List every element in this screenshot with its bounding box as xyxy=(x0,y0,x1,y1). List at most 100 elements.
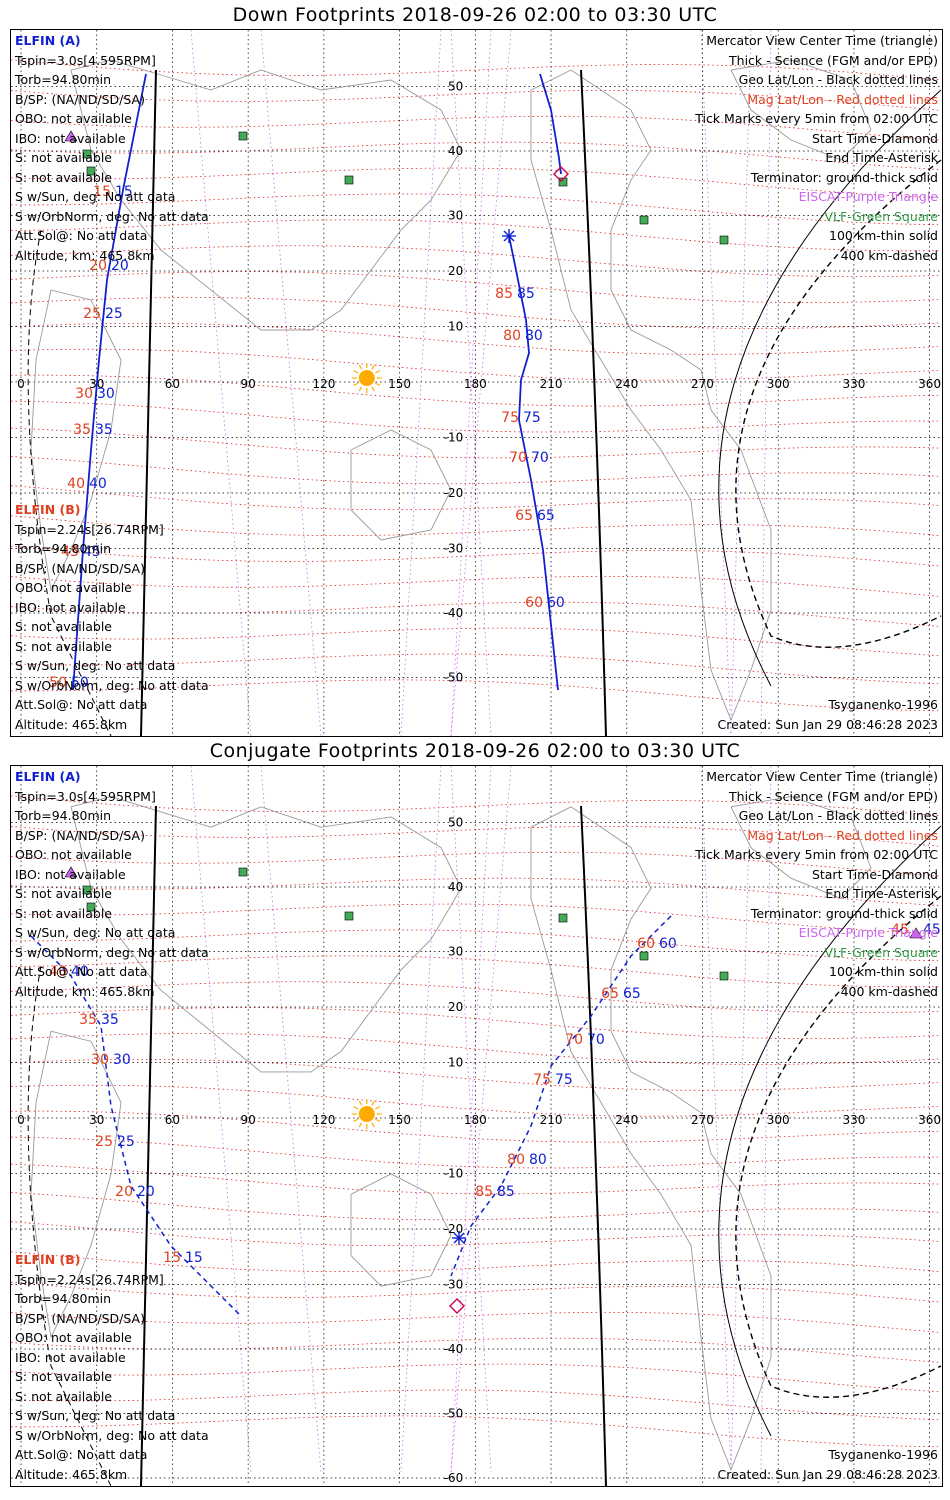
lat-tick-label: 30 xyxy=(448,209,463,223)
tick-label-red: 65 xyxy=(601,986,619,1002)
vlf-station-marker xyxy=(558,177,568,187)
legend-item: Mag Lat/Lon - Red dotted lines xyxy=(747,91,938,107)
tick-label-blue: 15 xyxy=(185,1250,203,1266)
lon-tick-label: 300 xyxy=(767,1113,790,1127)
info-line: IBO: not available xyxy=(15,130,126,146)
tick-label-blue: 80 xyxy=(529,1152,547,1168)
mag-lon-line xyxy=(450,30,512,736)
info-line: OBO: not available xyxy=(15,111,132,126)
continent-outline xyxy=(70,59,462,331)
legend-item: 100 km-thin solid xyxy=(829,228,938,243)
info-line: OBO: not available xyxy=(15,580,132,595)
lon-tick-label: 120 xyxy=(312,1113,335,1127)
tick-label-blue: 40 xyxy=(89,476,107,492)
info-line: Torb=94.80min xyxy=(15,541,112,556)
info-line: OBO: not available xyxy=(15,1330,132,1345)
vlf-station-marker xyxy=(82,149,92,159)
info-line: IBO: not available xyxy=(15,1349,126,1365)
legend-item: VLF-Green Square xyxy=(824,208,938,224)
tick-label-blue: 35 xyxy=(95,422,113,438)
tick-label-red: 70 xyxy=(565,1032,583,1048)
lon-tick-label: 0 xyxy=(17,377,25,391)
tick-label-blue: 60 xyxy=(659,936,677,952)
legend-item: End Time-Asterisk xyxy=(825,150,938,165)
info-line: B/SP: (NA/ND/SD/SA) xyxy=(15,91,145,107)
legend-item: Start Time-Diamond xyxy=(811,866,938,882)
info-line: S: not available xyxy=(15,638,112,654)
lon-tick-label: 270 xyxy=(691,377,714,391)
info-line: S: not available xyxy=(15,169,112,185)
lon-tick-label: 300 xyxy=(767,377,790,391)
lon-tick-label: 150 xyxy=(388,1113,411,1127)
vlf-station-marker xyxy=(238,867,248,877)
sun-ray xyxy=(358,386,363,392)
legend-item: Geo Lat/Lon - Black dotted lines xyxy=(738,808,938,823)
info-line: S w/Sun, deg: No att data xyxy=(15,1408,176,1423)
lat-tick-label: -10 xyxy=(444,1167,464,1181)
tick-label-blue: 85 xyxy=(497,1184,515,1200)
info-line: B/SP: (NA/ND/SD/SA) xyxy=(15,1310,145,1326)
tick-label-red: 80 xyxy=(503,328,521,344)
sun-ray xyxy=(375,1118,381,1123)
info-line: Tspin=2.24s[26.74RPM] xyxy=(15,1271,164,1287)
tick-label-blue: 15 xyxy=(115,184,133,200)
lon-tick-label: 240 xyxy=(615,1113,638,1127)
sun-ray xyxy=(353,1118,359,1123)
lat-tick-label: 20 xyxy=(448,264,463,278)
info-line: S w/Sun, deg: No att data xyxy=(15,925,176,940)
tick-label-blue: 30 xyxy=(113,1052,131,1068)
lon-tick-label: 90 xyxy=(241,377,256,391)
model-name: Tsyganenko-1996 xyxy=(828,1447,938,1462)
tick-label-red: 25 xyxy=(95,1134,113,1150)
lon-tick-label: 180 xyxy=(464,377,487,391)
satellite-track xyxy=(539,73,562,175)
sun-ray xyxy=(371,1122,375,1128)
lon-tick-label: 90 xyxy=(241,1113,256,1127)
sun-ray xyxy=(358,364,363,370)
tick-label-blue: 40 xyxy=(71,964,89,980)
tick-label-red: 80 xyxy=(507,1152,525,1168)
sat-b-footer: Att.Sol@: No att data Altitude: 465.8km xyxy=(15,695,147,734)
tick-label-red: 45 xyxy=(61,544,79,560)
mag-lon-line xyxy=(730,766,752,1473)
lat-tick-label: -40 xyxy=(444,606,464,620)
lat-tick-label: 50 xyxy=(448,816,463,830)
tick-label-red: 15 xyxy=(163,1250,181,1266)
model-info: Tsyganenko-1996 Created: Sun Jan 29 08:4… xyxy=(718,695,938,734)
sun-icon xyxy=(358,370,375,386)
eiscat-marker xyxy=(64,866,78,878)
info-line: Att.Sol@: No att data xyxy=(15,228,148,243)
legend-item: Geo Lat/Lon - Black dotted lines xyxy=(738,72,938,87)
vlf-station-marker xyxy=(238,131,248,141)
legend: Mercator View Center Time (triangle) Thic… xyxy=(695,31,938,265)
lat-tick-label: 40 xyxy=(448,880,463,894)
sun-ray xyxy=(353,369,359,374)
start-diamond xyxy=(449,1298,465,1314)
info-line: Torb=94.80min xyxy=(15,1291,112,1306)
tick-label-red: 35 xyxy=(73,422,91,438)
mag-lat-line xyxy=(11,1136,942,1169)
tick-label-blue: 25 xyxy=(105,306,123,322)
created-timestamp: Created: Sun Jan 29 08:46:28 2023 xyxy=(717,1466,938,1482)
sun-ray xyxy=(353,382,359,387)
lat-tick-label: -20 xyxy=(444,486,464,500)
sun-ray xyxy=(375,1105,381,1110)
terminator-400km xyxy=(735,895,942,1398)
info-line: OBO: not available xyxy=(15,847,132,862)
sun-ray xyxy=(371,1100,375,1106)
mag-lon-line xyxy=(400,30,442,736)
legend-item: Terminator: ground-thick solid xyxy=(750,169,938,185)
mag-lat-line xyxy=(11,1221,942,1247)
lon-tick-label: 60 xyxy=(165,377,180,391)
lon-tick-label: 150 xyxy=(388,377,411,391)
tick-label-red: 40 xyxy=(49,964,67,980)
info-line: Att.Sol@: No att data xyxy=(15,964,148,979)
att-sol-line: Att.Sol@: No att data xyxy=(15,697,148,712)
sat-a-lines: Tspin=3.0s[4.595RPM] Torb=94.80min B/SP: (… xyxy=(15,51,209,266)
lat-tick-label: -50 xyxy=(444,671,464,685)
vlf-station-marker xyxy=(639,215,649,225)
info-line: B/SP: (NA/ND/SD/SA) xyxy=(15,827,145,843)
info-line: S w/Sun, deg: No att data xyxy=(15,658,176,673)
legend: Mercator View Center Time (triangle) Thic… xyxy=(695,767,938,1001)
sat-a-header: ELFIN (A) xyxy=(15,33,81,48)
